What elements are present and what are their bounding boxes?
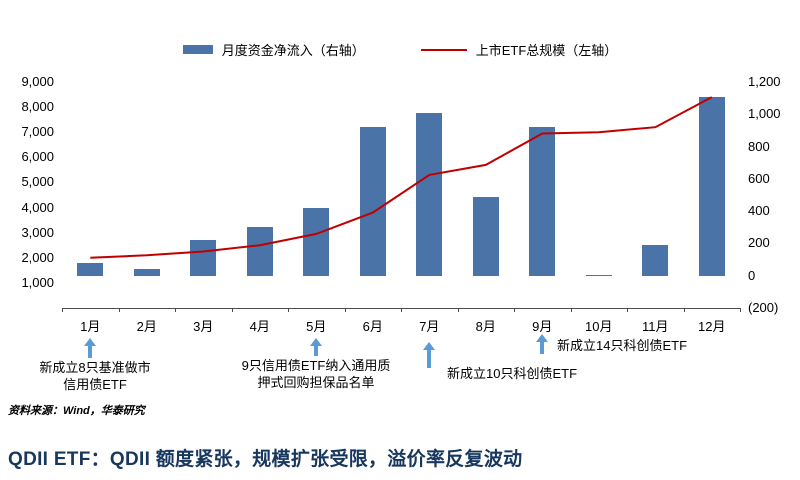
x-axis-label: 7月: [419, 319, 440, 334]
x-axis-tick: [344, 308, 346, 312]
bar-2月: [133, 269, 160, 276]
x-axis-label: 3月: [193, 319, 214, 334]
up-arrow-icon: [84, 338, 96, 358]
bar-6月: [359, 127, 386, 276]
x-axis-tick: [457, 308, 459, 312]
x-axis-label: 2月: [136, 319, 157, 334]
x-axis-label: 1月: [80, 319, 101, 334]
up-arrow-icon: [536, 334, 548, 354]
bar-10月: [585, 274, 612, 276]
x-axis-tick: [118, 308, 120, 312]
x-axis-tick: [740, 308, 741, 312]
x-axis-tick: [62, 308, 63, 312]
bar-series-swatch-icon: [182, 45, 213, 54]
arrow-head: [310, 338, 322, 346]
bar-8月: [472, 196, 499, 276]
arrow-stem: [88, 346, 92, 358]
y-axis-left-tick-label: 9,000: [21, 74, 54, 89]
x-axis-tick: [570, 308, 572, 312]
annotation-jul: 新成立10只科创债ETF: [447, 366, 577, 383]
y-axis-right-tick-label: 1,200: [748, 74, 781, 89]
arrow-stem: [540, 342, 544, 354]
x-axis-label: 10月: [585, 319, 613, 334]
annotation-line: 押式回购担保品名单: [257, 374, 375, 390]
arrow-head: [84, 338, 96, 346]
bar-11月: [642, 245, 669, 276]
x-axis-label: 8月: [475, 319, 496, 334]
bar-12月: [698, 96, 725, 276]
up-arrow-icon: [310, 338, 322, 356]
annotation-line: 新成立14只科创债ETF: [557, 338, 688, 353]
annotation-jan: 新成立8只基准做市 信用债ETF: [25, 360, 165, 394]
section-heading: QDII ETF：QDII 额度紧张，规模扩张受限，溢价率反复波动: [8, 449, 523, 470]
legend-label-line-series: 上市ETF总规模（左轴）: [475, 43, 618, 58]
y-axis-left-tick-label: 5,000: [21, 174, 54, 190]
etf-scale-line: [90, 96, 713, 259]
x-axis-label: 4月: [249, 319, 270, 334]
line-series-swatch-icon: [420, 48, 467, 51]
x-axis-tick: [231, 308, 233, 312]
x-axis-tick: [175, 308, 176, 312]
y-axis-right-tick-label: 200: [748, 235, 770, 251]
y-axis-right-tick-label: 1,000: [748, 106, 781, 122]
annotation-sep: 新成立14只科创债ETF: [557, 338, 687, 355]
y-axis-left-tick-label: 4,000: [21, 199, 54, 215]
bar-9月: [529, 127, 556, 276]
bar-4月: [246, 227, 273, 276]
x-axis-label: 6月: [362, 319, 383, 334]
arrow-stem: [427, 350, 431, 368]
legend-label-bar-series: 月度资金净流入（右轴）: [221, 43, 365, 58]
bar-7月: [416, 112, 443, 276]
y-axis-left-tick-label: 8,000: [21, 99, 54, 115]
x-axis-tick: [401, 308, 402, 312]
legend-item-line-series: 上市ETF总规模（左轴）: [420, 40, 618, 59]
up-arrow-icon: [423, 342, 435, 368]
chart-legend: 月度资金净流入（右轴） 上市ETF总规模（左轴）: [0, 40, 800, 59]
annotation-line: 9只信用债ETF纳入通用质: [241, 358, 391, 373]
y-axis-right-tick-label: 800: [748, 138, 770, 154]
bar-3月: [190, 240, 217, 276]
y-axis-left-tick-label: 1,000: [21, 274, 54, 290]
y-axis-right-tick-label: 400: [748, 203, 770, 219]
annotation-line: 新成立10只科创债ETF: [447, 366, 578, 381]
x-axis-tick: [288, 308, 289, 312]
annotation-line: 信用债ETF: [63, 376, 127, 392]
legend-item-bar-series: 月度资金净流入（右轴）: [182, 40, 365, 59]
x-axis-label: 11月: [642, 319, 669, 334]
y-axis-left-tick-label: 3,000: [21, 224, 54, 240]
x-axis-tick: [627, 308, 628, 312]
source-note: 资料来源：Wind，华泰研究: [8, 405, 145, 417]
annotation-may: 9只信用债ETF纳入通用质 押式回购担保品名单: [224, 358, 408, 392]
bar-5月: [303, 207, 330, 276]
x-axis-tick: [514, 308, 515, 312]
y-axis-left-tick-label: 2,000: [21, 249, 54, 265]
x-axis-label: 9月: [532, 319, 553, 334]
arrow-head: [536, 334, 548, 342]
x-axis-label: 12月: [698, 319, 726, 334]
annotation-line: 新成立8只基准做市: [39, 360, 151, 375]
y-axis-right-tick-label: (200): [748, 300, 779, 315]
y-axis-right-tick-label: 0: [748, 267, 756, 283]
y-axis-left-tick-label: 7,000: [21, 124, 54, 140]
y-axis-right-tick-label: 600: [748, 170, 770, 186]
bar-1月: [77, 262, 104, 276]
arrow-stem: [314, 346, 318, 356]
x-axis-tick: [683, 308, 685, 312]
line-series-svg: [90, 96, 713, 259]
x-axis-label: 5月: [306, 319, 327, 334]
arrow-head: [423, 342, 435, 350]
y-axis-left-tick-label: 6,000: [21, 149, 54, 165]
